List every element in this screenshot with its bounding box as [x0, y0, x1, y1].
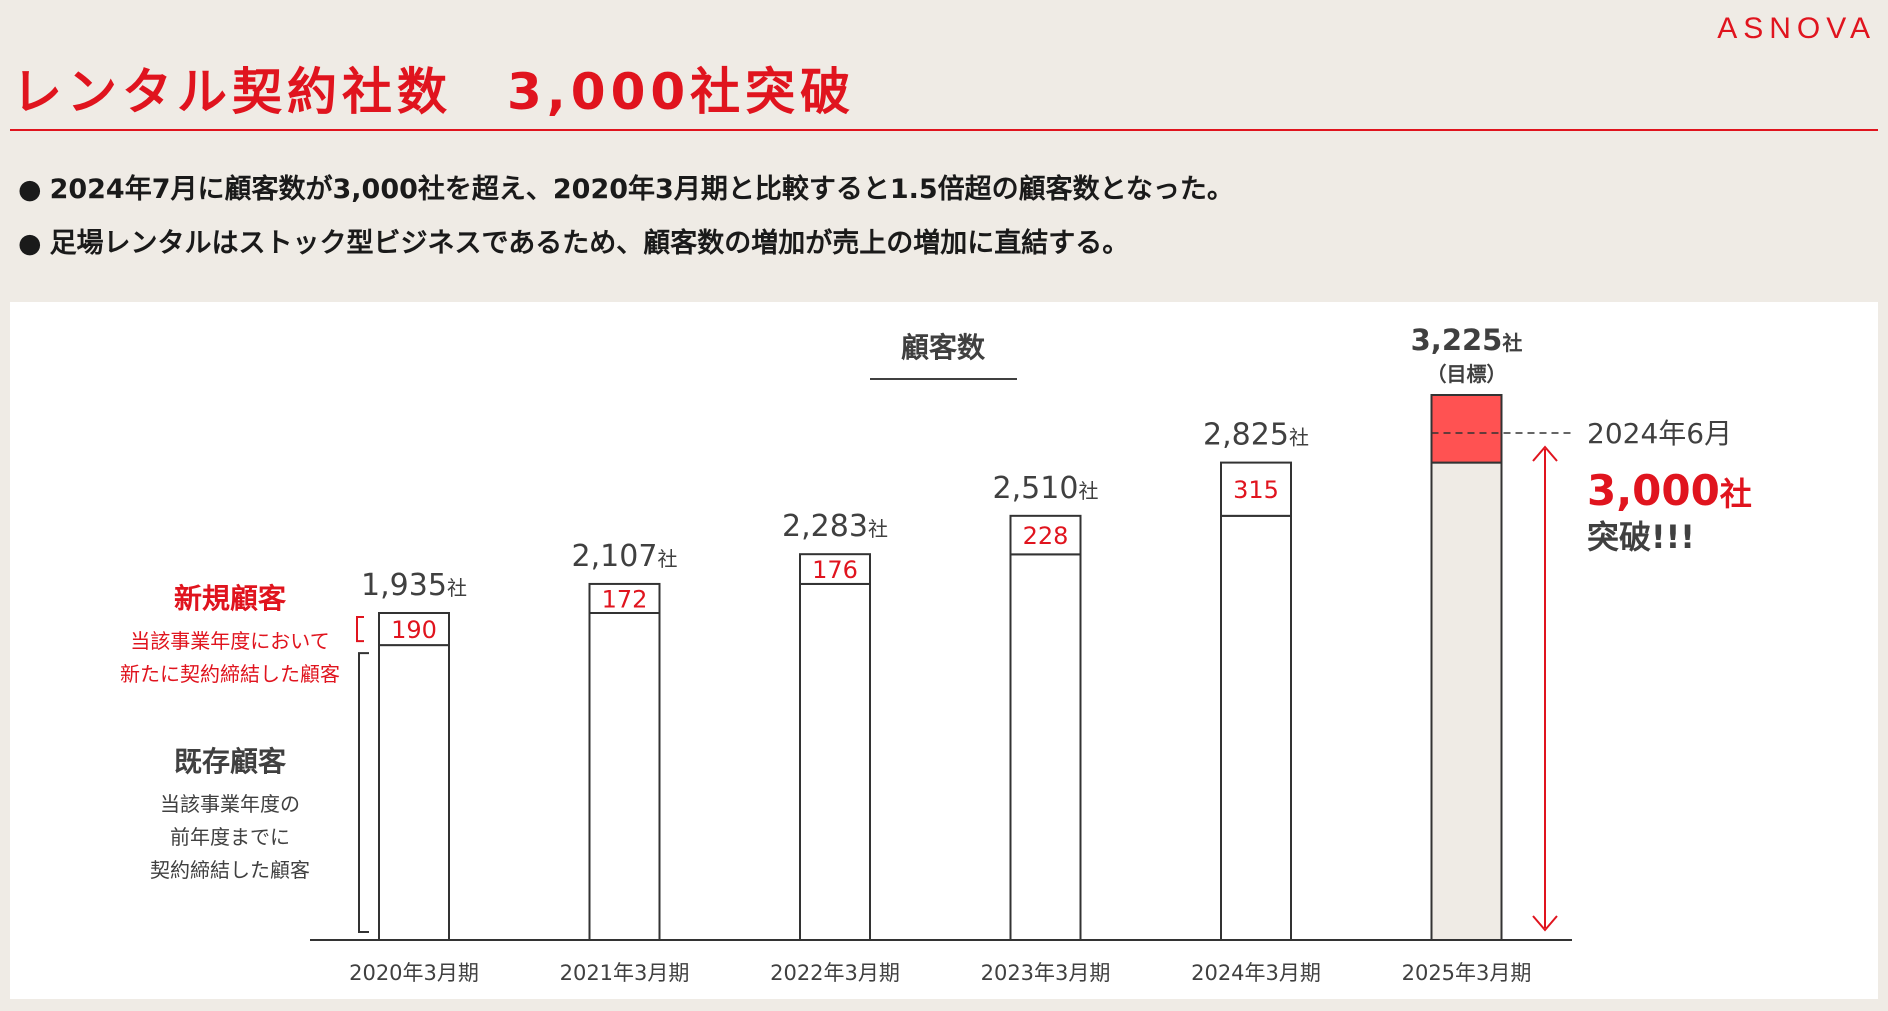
bar-new	[799, 553, 871, 585]
bar-new	[588, 582, 661, 614]
x-tick-label: 2025年3月期	[1402, 961, 1532, 985]
existing-customer-bracket	[358, 652, 369, 933]
title-underline	[10, 129, 1878, 131]
x-tick-label: 2020年3月期	[349, 961, 479, 985]
x-tick-label: 2022年3月期	[770, 961, 900, 985]
legend-existing-title: 既存顧客	[173, 745, 286, 778]
milestone-number: 3,000	[1587, 466, 1720, 515]
legend-existing-desc-3: 契約締結した顧客	[150, 858, 310, 882]
bullet-item: ● 2024年7月に顧客数が3,000社を超え、2020年3月期と比較すると1.5…	[18, 170, 1234, 224]
bar-total-value: 2,510	[993, 471, 1079, 506]
bar-target-increment	[1430, 394, 1503, 464]
bar-new-label: 190	[391, 616, 437, 644]
bar-total-value: 2,825	[1203, 418, 1289, 453]
legend-existing-desc-2: 前年度までに	[170, 825, 290, 849]
bar-new-label: 172	[602, 585, 648, 613]
bar-new	[1220, 461, 1292, 517]
target-note: （目標）	[1427, 362, 1507, 386]
bullet-text: 2024年7月に顧客数が3,000社を超え、2020年3月期と比較すると1.5倍…	[49, 174, 1234, 205]
bar-total-label: 1,935社	[361, 568, 467, 603]
bar-existing	[588, 612, 661, 941]
legend-new-desc-2: 新たに契約締結した顧客	[120, 662, 340, 686]
bar-total-unit: 社	[1501, 331, 1522, 355]
bar-new-label: 228	[1023, 522, 1069, 550]
bar-total-unit: 社	[868, 517, 888, 541]
x-tick-label: 2024年3月期	[1191, 961, 1321, 985]
bar-total-value: 2,107	[572, 539, 658, 574]
milestone-text: 突破!!!	[1587, 518, 1695, 556]
bar-existing	[1220, 514, 1292, 941]
bar-existing	[1009, 553, 1082, 942]
bar-total-unit: 社	[447, 576, 467, 600]
bar-total-value: 1,935	[361, 568, 447, 603]
legend-new-customers: 新規顧客 当該事業年度において 新たに契約締結した顧客	[100, 577, 360, 691]
asnova-logo: ASNOVA	[1717, 12, 1876, 45]
milestone-date: 2024年6月	[1587, 417, 1732, 450]
legend-new-desc-1: 当該事業年度において	[130, 629, 330, 653]
bullet-text: 足場レンタルはストック型ビジネスであるため、顧客数の増加が売上の増加に直結する。	[49, 228, 1130, 259]
bar-total-label: 3,225社	[1411, 323, 1523, 357]
legend-new-title: 新規顧客	[173, 582, 286, 615]
bar-total-value: 2,283	[782, 509, 868, 544]
bar-total-label: 2,107社	[572, 539, 678, 574]
new-customer-bracket	[356, 616, 364, 643]
bullet-dot-icon: ●	[18, 174, 42, 205]
x-tick-label: 2021年3月期	[560, 961, 690, 985]
legend-existing-desc-1: 当該事業年度の	[160, 792, 300, 816]
bar-existing	[799, 582, 871, 941]
chart-title: 顧客数	[901, 331, 986, 364]
bar-total-label: 2,825社	[1203, 418, 1309, 453]
bar-total-unit: 社	[1078, 479, 1098, 503]
bar-total-label: 2,510社	[993, 471, 1099, 506]
page-title: レンタル契約社数 3,000社突破	[12, 63, 856, 121]
chart-panel: 顧客数 190 1,935社 2020年3月期 172 2,107社 2021年3月期 176…	[10, 302, 1878, 999]
legend-existing-customers: 既存顧客 当該事業年度の 前年度までに 契約締結した顧客	[100, 740, 360, 887]
bar-existing	[378, 644, 450, 941]
bar-total-unit: 社	[657, 547, 677, 571]
bullet-item: ● 足場レンタルはストック型ビジネスであるため、顧客数の増加が売上の増加に直結する…	[18, 224, 1234, 278]
milestone-value: 3,000社	[1587, 466, 1752, 515]
bar-existing	[1430, 461, 1503, 941]
bar-new	[378, 612, 450, 647]
bar-total-unit: 社	[1289, 426, 1309, 450]
bar-total-value: 3,225	[1411, 323, 1503, 357]
bar-total-label: 2,283社	[782, 509, 888, 544]
arrow-up-icon	[1532, 445, 1558, 462]
bar-new-label: 315	[1233, 476, 1279, 504]
bullet-dot-icon: ●	[18, 228, 42, 259]
bar-new-label: 176	[812, 556, 858, 584]
x-tick-label: 2023年3月期	[981, 961, 1111, 985]
customer-count-chart: 顧客数1901,935社2020年3月期1722,107社2021年3月期176…	[310, 323, 1752, 985]
arrow-down-icon	[1532, 915, 1558, 932]
milestone-unit: 社	[1720, 475, 1752, 513]
bar-new	[1009, 514, 1082, 556]
bullet-list: ● 2024年7月に顧客数が3,000社を超え、2020年3月期と比較すると1.5…	[18, 170, 1234, 278]
